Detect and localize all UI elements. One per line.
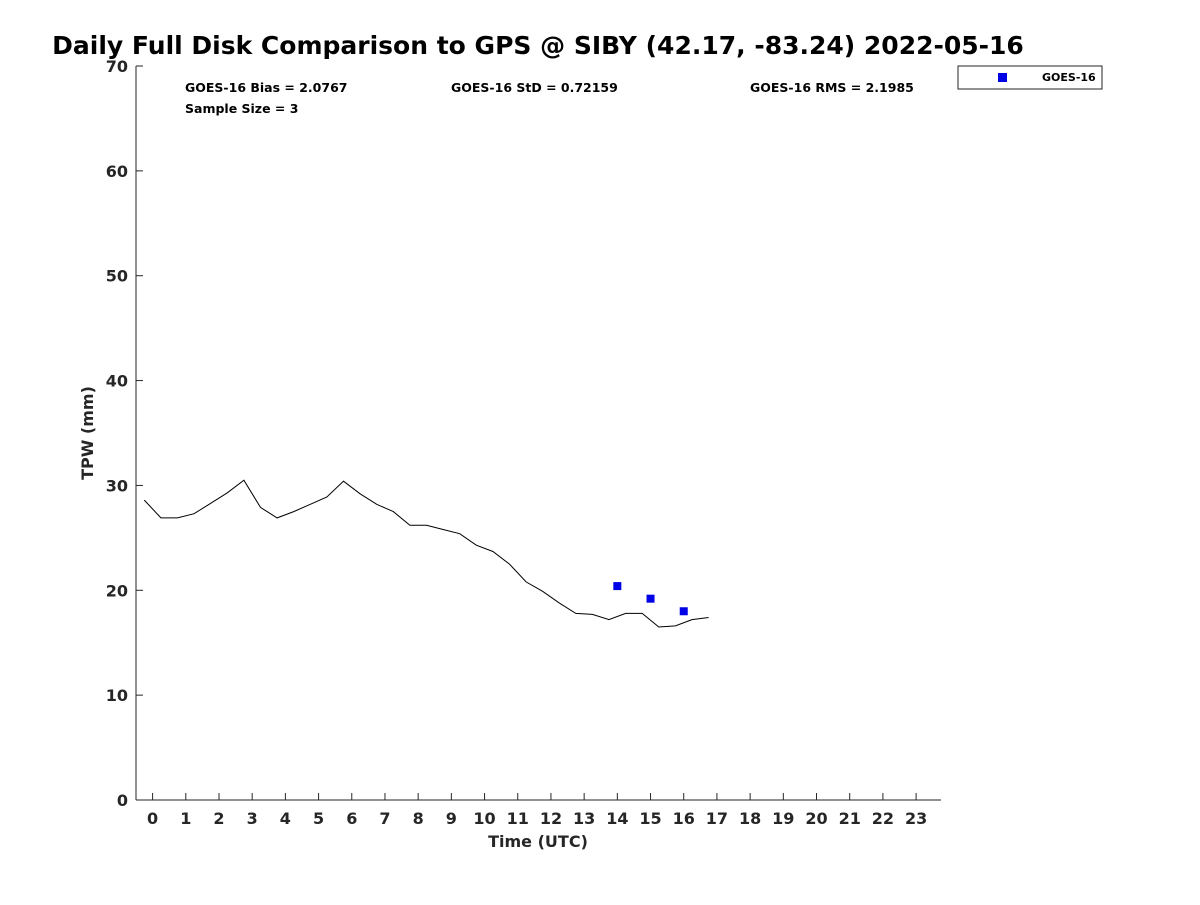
legend-marker-goes-16 — [998, 73, 1007, 82]
x-tick-label: 21 — [839, 809, 861, 828]
x-tick-label: 22 — [872, 809, 894, 828]
y-tick-label: 20 — [106, 581, 128, 600]
x-tick-label: 1 — [180, 809, 191, 828]
bias-annotation: GOES-16 Bias = 2.0767 — [185, 80, 347, 95]
x-tick-label: 14 — [606, 809, 628, 828]
y-tick-label: 10 — [106, 686, 128, 705]
x-tick-label: 16 — [673, 809, 695, 828]
y-tick-label: 40 — [106, 372, 128, 391]
x-tick-label: 0 — [147, 809, 158, 828]
rms-annotation: GOES-16 RMS = 2.1985 — [750, 80, 914, 95]
x-tick-label: 11 — [507, 809, 529, 828]
y-axis-ticks: 0 10 20 30 40 50 60 70 — [106, 57, 143, 810]
x-tick-label: 9 — [446, 809, 457, 828]
goes-16-point — [613, 582, 622, 591]
x-tick-label: 2 — [213, 809, 224, 828]
chart-title: Daily Full Disk Comparison to GPS @ SIBY… — [52, 31, 1024, 60]
series-layer — [143, 479, 709, 628]
sample-size-annotation: Sample Size = 3 — [185, 101, 298, 116]
x-tick-label: 19 — [772, 809, 794, 828]
x-tick-label: 13 — [573, 809, 595, 828]
x-tick-label: 4 — [280, 809, 291, 828]
x-tick-label: 15 — [639, 809, 661, 828]
x-tick-label: 3 — [247, 809, 258, 828]
y-tick-label: 60 — [106, 162, 128, 181]
x-tick-label: 20 — [805, 809, 827, 828]
y-tick-label: 50 — [106, 267, 128, 286]
x-axis-ticks: 0 1 2 3 4 5 6 7 8 9 10 11 12 13 14 15 16 17 18 19 20 21 22 23 — [147, 793, 927, 828]
x-tick-label: 7 — [379, 809, 390, 828]
plot-area — [135, 66, 941, 801]
x-tick-label: 5 — [313, 809, 324, 828]
y-tick-label: 30 — [106, 476, 128, 495]
y-tick-label: 70 — [106, 57, 128, 76]
x-axis-label: Time (UTC) — [488, 832, 588, 851]
x-tick-label: 8 — [413, 809, 424, 828]
x-tick-label: 17 — [706, 809, 728, 828]
goes-16-point — [679, 607, 688, 616]
x-tick-label: 23 — [905, 809, 927, 828]
gps-tpw-line — [143, 479, 709, 628]
std-annotation: GOES-16 StD = 0.72159 — [451, 80, 618, 95]
x-tick-label: 6 — [346, 809, 357, 828]
x-tick-label: 12 — [540, 809, 562, 828]
goes-16-point — [646, 594, 655, 603]
y-axis-label: TPW (mm) — [78, 386, 97, 480]
x-tick-label: 10 — [473, 809, 495, 828]
legend-box — [957, 65, 1103, 90]
y-tick-label: 0 — [117, 791, 128, 810]
x-tick-label: 18 — [739, 809, 761, 828]
legend-label-goes-16: GOES-16 — [1042, 71, 1096, 84]
legend: GOES-16 — [957, 65, 1103, 90]
